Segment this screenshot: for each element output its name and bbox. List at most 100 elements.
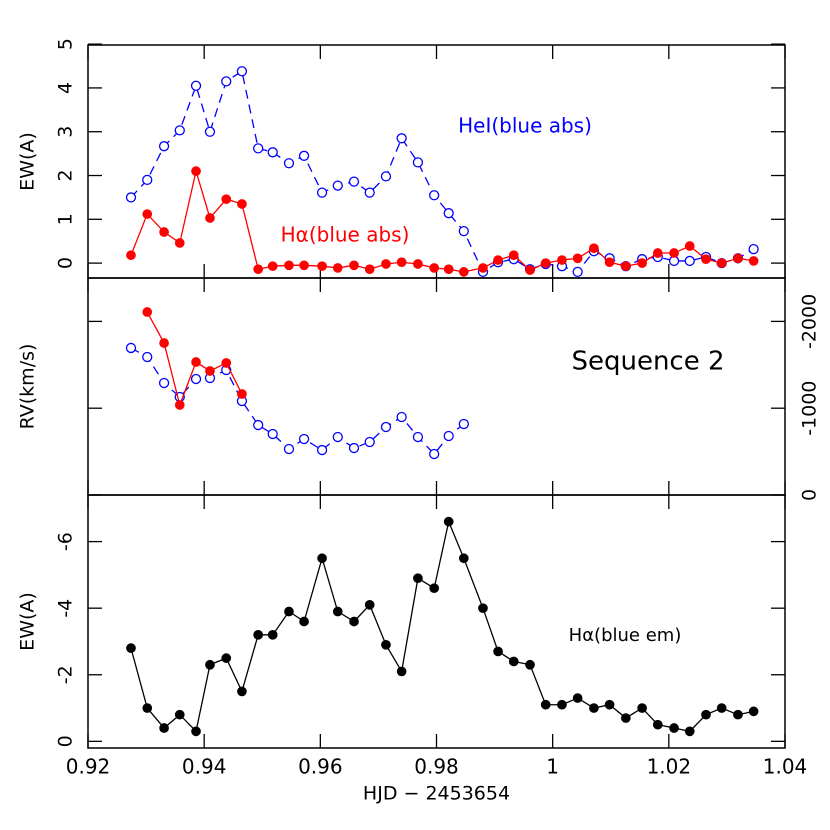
data-point: [540, 699, 551, 710]
data-point: [174, 400, 185, 410]
data-point: [174, 125, 185, 136]
data-point: [604, 257, 615, 268]
data-point: [253, 143, 264, 154]
data-point: [142, 174, 153, 186]
data-point: [221, 194, 232, 205]
y-tick-label: -2000: [799, 294, 821, 349]
data-point: [332, 431, 343, 443]
data-point: [221, 358, 232, 368]
data-point: [669, 248, 679, 258]
x-tick-label: 1.02: [647, 755, 692, 779]
data-point: [508, 656, 519, 667]
data-point: [159, 227, 169, 237]
data-point: [267, 428, 278, 440]
y-tick-label: 0: [55, 735, 77, 747]
data-point: [525, 265, 535, 275]
data-point: [701, 709, 711, 720]
data-point: [126, 643, 136, 653]
data-point: [298, 433, 310, 445]
data-point: [493, 255, 503, 265]
y-tick-label: 3: [55, 126, 77, 138]
data-point: [332, 606, 343, 617]
data-point: [443, 264, 454, 275]
series-label: HeI(blue abs): [458, 114, 592, 138]
y-tick-label: -6: [55, 532, 77, 551]
data-point: [125, 192, 137, 203]
data-point: [412, 431, 424, 443]
data-point: [380, 421, 392, 433]
data-point: [126, 250, 136, 261]
data-point: [748, 256, 759, 266]
data-point: [443, 430, 454, 442]
data-point: [332, 180, 343, 191]
data-point: [429, 190, 440, 201]
data-point: [174, 238, 185, 248]
data-point: [205, 366, 215, 376]
data-point: [508, 250, 519, 261]
data-point: [621, 261, 631, 272]
annotation: Sequence 2: [571, 347, 724, 377]
x-tick-label: 0.96: [298, 755, 343, 779]
data-point: [125, 342, 137, 354]
data-point: [748, 243, 759, 255]
data-point: [557, 255, 567, 265]
data-point: [589, 703, 599, 713]
y-tick-label: 4: [55, 82, 77, 94]
data-point: [458, 225, 469, 237]
y-axis-label: EW(A): [17, 592, 39, 651]
y-tick-label: -4: [55, 599, 77, 618]
data-point: [413, 259, 423, 269]
y-tick-label: 0: [55, 257, 77, 269]
data-point: [316, 187, 328, 198]
data-point: [429, 583, 440, 594]
data-point: [349, 616, 359, 627]
data-point: [205, 213, 215, 223]
data-point: [204, 126, 216, 137]
data-point: [142, 703, 153, 713]
data-point: [221, 653, 232, 663]
data-point: [253, 264, 264, 275]
data-point: [190, 80, 202, 91]
data-point: [317, 553, 327, 564]
data-point: [142, 307, 153, 317]
data-point: [142, 209, 153, 219]
y-axis-label: EW(A): [17, 132, 39, 191]
data-point: [364, 264, 375, 275]
data-point: [237, 389, 247, 399]
y-tick-label: 0: [799, 489, 821, 501]
data-point: [191, 357, 201, 367]
x-tick-label: 0.98: [414, 755, 459, 779]
data-point: [478, 603, 488, 614]
data-point: [237, 686, 247, 697]
data-point: [589, 243, 599, 254]
data-point: [317, 261, 327, 272]
data-point: [637, 703, 647, 713]
data-point: [572, 253, 583, 264]
data-point: [684, 255, 695, 267]
data-point: [381, 639, 391, 650]
data-point: [191, 726, 201, 737]
data-point: [380, 171, 392, 182]
data-point: [733, 709, 743, 720]
data-point: [684, 726, 695, 737]
x-tick-label: 0.92: [66, 755, 111, 779]
data-point: [684, 241, 695, 251]
series-line: [130, 519, 754, 733]
data-point: [604, 699, 615, 710]
data-point: [748, 706, 759, 717]
data-point: [478, 263, 488, 273]
data-point: [316, 444, 328, 456]
series-label: Hα(blue em): [569, 625, 682, 646]
data-point: [652, 719, 663, 730]
data-point: [283, 443, 295, 455]
series-line: [130, 168, 754, 273]
data-point: [299, 260, 309, 271]
data-point: [429, 263, 440, 273]
data-point: [669, 723, 679, 733]
data-point: [381, 259, 391, 269]
data-point: [572, 266, 583, 278]
data-point: [540, 258, 551, 268]
data-point: [236, 66, 248, 77]
data-point: [413, 573, 423, 584]
